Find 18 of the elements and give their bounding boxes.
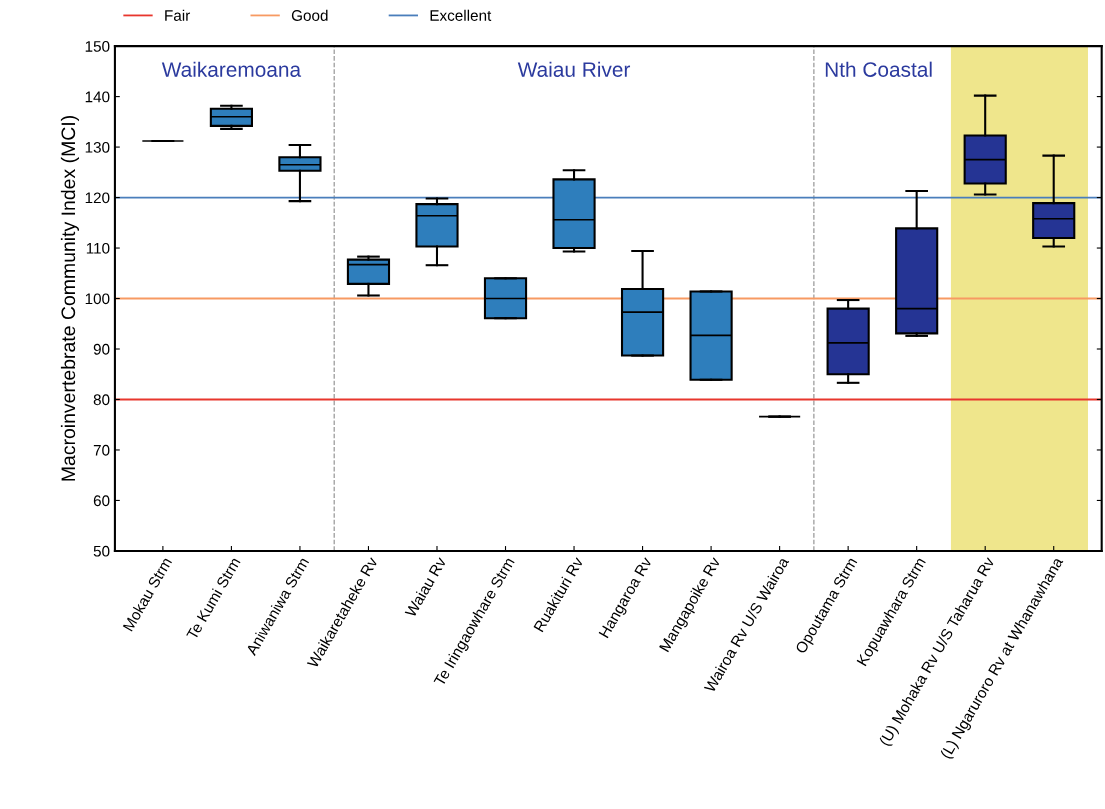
y-axis-title: Macroinvertebrate Community Index (MCI) bbox=[60, 116, 80, 481]
y-tick-label: 150 bbox=[85, 40, 110, 52]
y-tick-label: 60 bbox=[93, 495, 110, 507]
y-tick-label: 80 bbox=[93, 394, 110, 406]
annotation: Nth Coastal bbox=[825, 61, 932, 77]
legend-label: Excellent bbox=[430, 9, 492, 21]
legend-label: Fair bbox=[165, 9, 191, 21]
y-tick-label: 70 bbox=[93, 444, 110, 456]
y-tick-label: 110 bbox=[86, 242, 110, 254]
legend-label: Good bbox=[291, 9, 328, 21]
annotation: Waikaremoana bbox=[161, 61, 302, 77]
y-tick-label: 140 bbox=[85, 91, 110, 103]
y-tick-label: 90 bbox=[93, 343, 110, 355]
y-tick-label: 50 bbox=[93, 545, 110, 557]
y-tick-label: 130 bbox=[85, 141, 110, 153]
annotation: Waiau River bbox=[517, 61, 631, 77]
y-tick-label: 100 bbox=[85, 293, 110, 305]
y-tick-label: 120 bbox=[85, 192, 110, 204]
